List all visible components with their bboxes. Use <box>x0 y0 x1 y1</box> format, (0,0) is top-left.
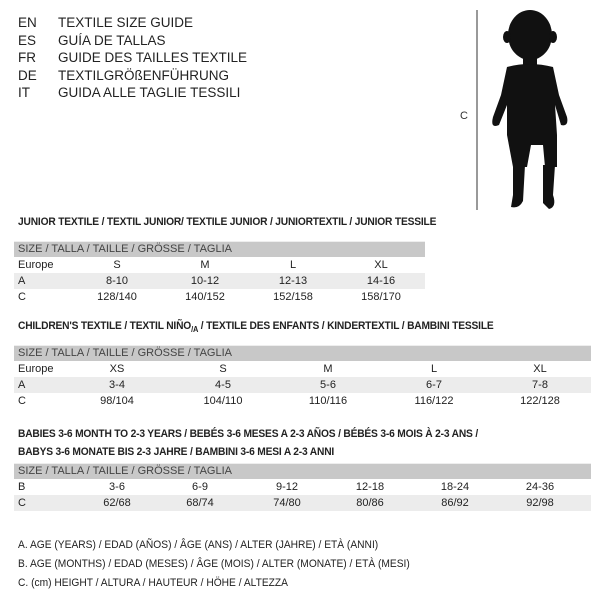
table-row: C 128/140 140/152 152/158 158/170 <box>18 291 401 303</box>
table-row: Europe XS S M L XL <box>18 363 547 375</box>
height-label: C <box>460 110 468 122</box>
table-row: C 62/68 68/74 74/80 80/86 86/92 92/98 <box>14 495 591 511</box>
babies-size-table: SIZE / TALLA / TAILLE / GRÖSSE / TAGLIA … <box>14 463 591 511</box>
lang-row: ES GUÍA DE TALLAS <box>18 32 166 48</box>
table-row: B 3-6 6-9 9-12 12-18 18-24 24-36 <box>18 481 555 493</box>
lang-row: FR GUIDE DES TAILLES TEXTILE <box>18 50 248 65</box>
language-titles: EN TEXTILE SIZE GUIDE ES GUÍA DE TALLAS FR… <box>18 14 247 102</box>
lang-row: EN TEXTILE SIZE GUIDE <box>18 15 194 30</box>
legend-item: C. (cm) HEIGHT / ALTURA / HAUTEUR / HÖHE… <box>18 577 289 589</box>
child-silhouette-icon: C <box>460 10 568 210</box>
height-figure: C <box>455 5 585 220</box>
table-row: A 8-10 10-12 12-13 14-16 <box>14 273 425 289</box>
table-header: SIZE / TALLA / TAILLE / GRÖSSE / TAGLIA <box>14 241 425 257</box>
babies-title: BABIES 3-6 MONTH TO 2-3 YEARS / BEBÉS 3-… <box>18 428 479 458</box>
table-row: A 3-4 4-5 5-6 6-7 7-8 <box>14 377 591 393</box>
children-size-table: SIZE / TALLA / TAILLE / GRÖSSE / TAGLIA … <box>14 345 591 409</box>
junior-size-table: SIZE / TALLA / TAILLE / GRÖSSE / TAGLIA … <box>14 241 425 305</box>
table-row: Europe S M L XL <box>18 259 388 271</box>
legend: A. AGE (YEARS) / EDAD (AÑOS) / ÂGE (ANS)… <box>18 536 410 593</box>
lang-row: IT GUIDA ALLE TAGLIE TESSILI <box>18 85 241 100</box>
junior-title: JUNIOR TEXTILE / TEXTIL JUNIOR/ TEXTILE … <box>18 216 437 228</box>
table-header: SIZE / TALLA / TAILLE / GRÖSSE / TAGLIA <box>14 345 591 361</box>
table-row: C 98/104 104/110 110/116 116/122 122/128 <box>18 395 560 407</box>
table-header: SIZE / TALLA / TAILLE / GRÖSSE / TAGLIA <box>14 463 591 479</box>
lang-row: DE TEXTILGRÖßENFÜHRUNG <box>18 67 230 83</box>
children-title: CHILDREN'S TEXTILE / TEXTIL NIÑO/A / TEX… <box>18 320 494 335</box>
legend-item: A. AGE (YEARS) / EDAD (AÑOS) / ÂGE (ANS)… <box>18 539 379 551</box>
legend-item: B. AGE (MONTHS) / EDAD (MESES) / ÂGE (MO… <box>18 558 410 570</box>
